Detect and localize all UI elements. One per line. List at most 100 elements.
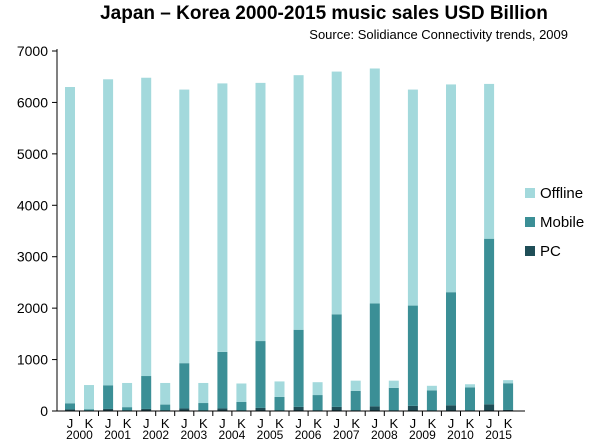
x-category-label: J [219,416,226,431]
bar-pc-10 [255,407,266,411]
bar-offline-20 [446,84,456,293]
bar-offline-14 [331,71,342,315]
y-tick-label: 2000 [17,300,48,316]
x-category-label: J [295,416,302,431]
bar-mobile-18 [407,305,418,406]
bar-mobile-10 [255,341,266,408]
bar-mobile-23 [503,383,514,410]
bar-offline-18 [407,89,418,306]
x-year-label: 2009 [409,428,436,440]
chart-title: Japan – Korea 2000-2015 music sales USD … [100,3,548,24]
x-category-label: K [504,416,513,431]
x-category-label: J [410,416,417,431]
bar-pc-8 [217,408,228,411]
bar-pc-20 [446,405,456,411]
bar-offline-6 [179,89,190,364]
x-category-label: J [257,416,264,431]
y-tick-label: 0 [40,403,48,419]
x-category-label: J [486,416,493,431]
x-year-label: 2007 [333,428,360,440]
legend-label-pc: PC [540,243,561,260]
bar-mobile-14 [331,314,342,407]
y-tick-label: 6000 [17,94,48,110]
bar-offline-15 [350,380,361,391]
x-category-label: J [333,416,340,431]
bar-offline-7 [198,382,209,404]
bar-pc-6 [179,408,190,411]
legend-label-offline: Offline [540,185,583,202]
bar-pc-14 [331,406,342,411]
bar-mobile-6 [179,363,190,409]
bar-pc-2 [103,408,114,411]
x-year-label: 2000 [66,428,93,440]
x-year-label: 2005 [257,428,284,440]
x-year-label: 2015 [485,428,512,440]
x-category-label: K [161,416,170,431]
bar-pc-16 [369,406,380,411]
x-category-label: K [389,416,398,431]
bar-mobile-12 [293,329,304,407]
bar-offline-10 [255,82,266,342]
x-category-label: J [143,416,150,431]
bar-offline-22 [484,83,495,239]
bar-offline-5 [160,382,171,405]
x-category-label: K [428,416,437,431]
bar-offline-21 [465,384,475,388]
x-category-label: K [237,416,246,431]
bar-offline-9 [236,383,247,402]
bar-offline-17 [388,380,399,388]
y-tick-label: 3000 [17,249,48,265]
bar-pc-18 [407,405,418,411]
bar-mobile-21 [465,387,475,411]
x-category-label: K [313,416,322,431]
x-year-label: 2003 [180,428,207,440]
bar-mobile-8 [217,351,228,409]
legend-label-mobile: Mobile [540,214,584,231]
legend: Offline Mobile PC [525,185,584,260]
bar-mobile-3 [122,407,133,411]
x-category-label: J [67,416,74,431]
x-category-label: K [85,416,94,431]
bar-offline-13 [312,382,323,396]
bar-offline-3 [122,382,133,408]
y-tick-label: 7000 [17,43,48,59]
x-category-label: J [448,416,455,431]
x-year-label: 2001 [104,428,131,440]
chart-subtitle: Source: Solidiance Connectivity trends, … [309,27,568,42]
bar-offline-4 [141,77,152,377]
x-category-label: K [199,416,208,431]
y-axis: 0 1000 2000 3000 4000 5000 6000 7000 [17,43,58,419]
bar-mobile-16 [369,303,380,407]
legend-swatch-pc [525,246,535,256]
bar-mobile-0 [65,403,75,410]
bar-mobile-7 [198,403,209,411]
bar-mobile-13 [312,395,323,411]
bar-mobile-20 [446,292,456,406]
x-category-label: K [275,416,284,431]
bar-offline-16 [369,68,380,304]
x-category-label: J [181,416,188,431]
x-category-label: J [372,416,379,431]
y-tick-label: 1000 [17,352,48,368]
x-category-label: K [123,416,132,431]
x-category-label: K [351,416,360,431]
bar-mobile-5 [160,404,171,411]
bar-pc-23 [503,409,514,411]
bar-mobile-11 [274,396,285,411]
bar-mobile-4 [141,376,152,409]
bar-offline-2 [103,79,114,386]
bar-mobile-17 [388,387,399,411]
bar-pc-22 [484,404,495,411]
bar-offline-1 [84,385,94,410]
x-year-label: 2010 [447,428,474,440]
x-year-label: 2006 [295,428,322,440]
bar-offline-23 [503,380,514,384]
x-category-label: J [105,416,112,431]
y-tick-label: 5000 [17,146,48,162]
x-year-label: 2002 [142,428,169,440]
x-year-label: 2008 [371,428,398,440]
legend-swatch-mobile [525,217,535,227]
bar-pc-12 [293,406,304,411]
